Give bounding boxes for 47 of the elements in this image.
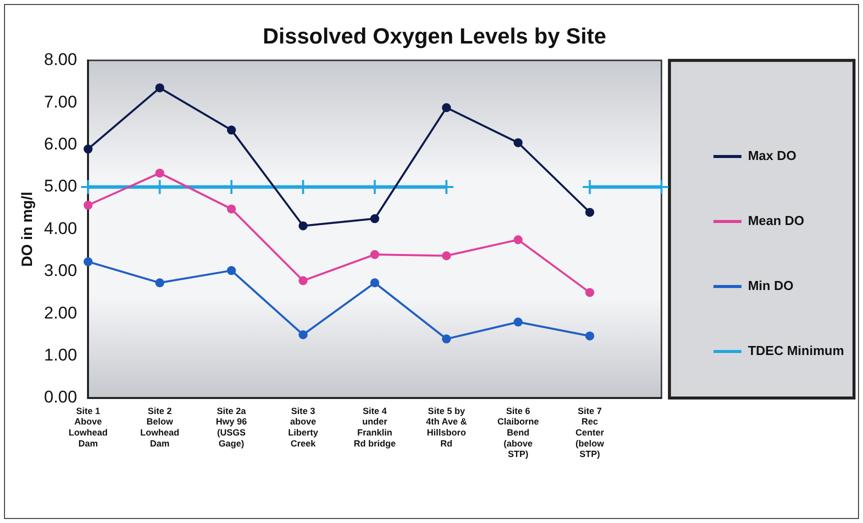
point (226, 204, 236, 214)
y-tick-label: 5.00 (44, 176, 78, 196)
point (370, 214, 380, 224)
chart-title: Dissolved Oxygen Levels by Site (262, 23, 606, 48)
legend-label: TDEC Minimum (748, 343, 844, 358)
legend-label: Min DO (748, 278, 794, 294)
x-tick-label: Site 4 under Franklin Rd bridge (354, 406, 396, 448)
legend-label: Mean DO (748, 213, 804, 228)
point (442, 103, 451, 112)
y-tick-label: 3.00 (44, 261, 78, 280)
point (585, 331, 594, 340)
x-tick-label: Site 5 by 4th Ave & Hillsboro Rd (426, 406, 468, 448)
point (585, 288, 594, 297)
point (298, 330, 308, 340)
point (226, 126, 236, 135)
x-tick-label: Site 2a Hwy 96 (USGS Gage) (216, 406, 247, 448)
x-tick-label: Site 7 Rec Center (below STP) (576, 406, 606, 460)
y-tick-label: 2.00 (44, 303, 78, 322)
point (370, 278, 380, 288)
y-tick-label: 8.00 (44, 50, 78, 70)
point (226, 266, 236, 276)
point (155, 83, 164, 92)
y-tick-label: 0.00 (44, 388, 78, 407)
x-tick-label: Site 2 Below Lowhead Dam (140, 406, 180, 448)
x-tick-label: Site 3 above Liberty Creek (288, 406, 318, 448)
y-axis-title: DO in mg/l (19, 192, 36, 267)
point (514, 318, 523, 327)
point (84, 144, 93, 154)
point (84, 200, 93, 210)
point (370, 250, 380, 260)
point (155, 168, 164, 178)
x-tick-label: Site 1 Above Lowhead Dam (68, 406, 108, 448)
point (155, 278, 164, 288)
y-tick-label: 4.00 (44, 218, 78, 238)
x-tick-label: Site 6 Claiborne Bend (above STP) (497, 406, 539, 460)
point (298, 276, 308, 286)
y-tick-label: 7.00 (44, 92, 78, 112)
point (585, 208, 594, 217)
y-tick-label: 1.00 (44, 345, 78, 364)
y-tick-label: 6.00 (44, 134, 78, 154)
point (514, 138, 523, 148)
point (442, 251, 451, 260)
point (298, 221, 308, 230)
point (442, 334, 451, 344)
legend-label: Max DO (748, 148, 796, 164)
point (514, 235, 523, 244)
point (84, 257, 93, 266)
